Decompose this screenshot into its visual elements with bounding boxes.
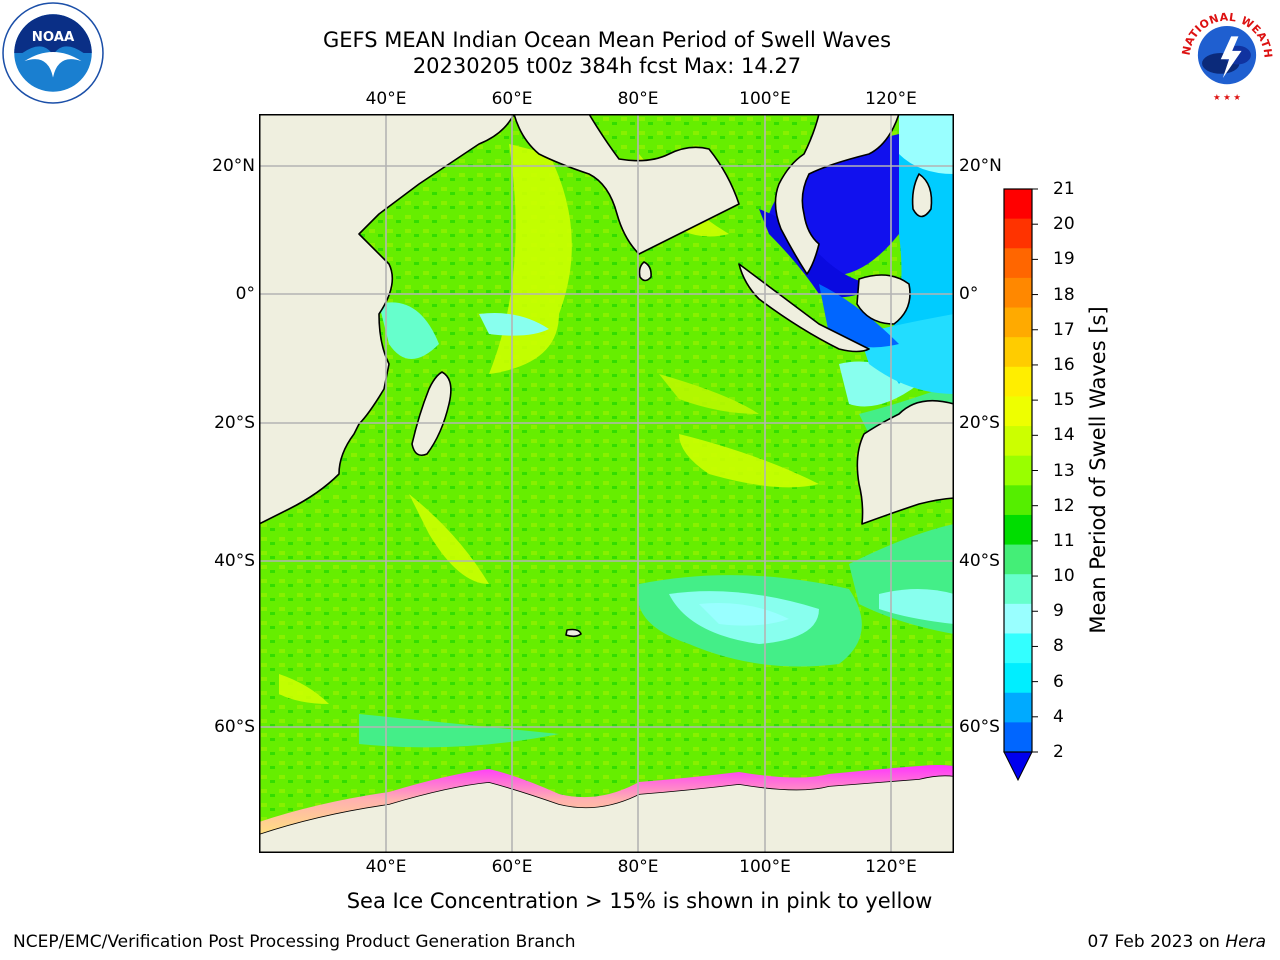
lon-tick-bottom: 100°E bbox=[739, 857, 791, 877]
land bbox=[259, 114, 954, 853]
lon-tick-top: 100°E bbox=[739, 89, 791, 109]
colorbar-segment bbox=[1004, 633, 1032, 664]
colorbar-segment bbox=[1004, 663, 1032, 694]
colorbar-label: 11 bbox=[1053, 530, 1075, 551]
colorbar-segment bbox=[1004, 574, 1032, 605]
footer-credit: NCEP/EMC/Verification Post Processing Pr… bbox=[13, 932, 576, 952]
colorbar-label: 12 bbox=[1053, 495, 1075, 516]
sea-ice-note: Sea Ice Concentration > 15% is shown in … bbox=[346, 889, 933, 913]
colorbar-label: 10 bbox=[1053, 566, 1075, 587]
lat-tick-left: 20°S bbox=[214, 413, 255, 433]
colorbar-segment bbox=[1004, 485, 1032, 516]
colorbar-segment bbox=[1004, 514, 1032, 546]
nws-logo: NATIONAL WEATHER SERVICE ★ ★ ★ bbox=[1175, 1, 1277, 103]
colorbar-under-triangle bbox=[1003, 751, 1033, 782]
sumatra bbox=[738, 263, 870, 353]
borneo bbox=[856, 274, 911, 325]
lon-tick-bottom: 120°E bbox=[865, 857, 917, 877]
lat-tick-right: 20°N bbox=[959, 156, 1002, 176]
philippines bbox=[911, 173, 933, 218]
lon-tick-top: 40°E bbox=[365, 89, 407, 109]
sri-lanka bbox=[638, 261, 652, 282]
chart-title: GEFS MEAN Indian Ocean Mean Period of Sw… bbox=[322, 28, 892, 52]
lon-tick-top: 60°E bbox=[491, 89, 533, 109]
madagascar bbox=[411, 371, 452, 457]
footer-host: Hera bbox=[1225, 932, 1266, 952]
colorbar-label: 4 bbox=[1053, 706, 1064, 727]
colorbar-segment bbox=[1004, 337, 1032, 368]
lon-tick-bottom: 40°E bbox=[365, 857, 407, 877]
noaa-logo: NOAA bbox=[2, 2, 104, 104]
ocean-map bbox=[259, 114, 954, 853]
india bbox=[513, 114, 740, 255]
lat-tick-right: 0° bbox=[959, 284, 979, 304]
colorbar-label: 16 bbox=[1053, 354, 1075, 375]
colorbar-segment bbox=[1004, 544, 1032, 575]
colorbar-segment bbox=[1004, 248, 1032, 279]
colorbar-label: 15 bbox=[1053, 390, 1075, 411]
footer-date-text: 07 Feb 2023 on bbox=[1087, 932, 1226, 952]
colorbar-label: 6 bbox=[1053, 671, 1064, 692]
colorbar-segment bbox=[1004, 692, 1032, 723]
colorbar-label: 19 bbox=[1053, 249, 1075, 270]
chart-subtitle: 20230205 t00z 384h fcst Max: 14.27 bbox=[412, 54, 802, 78]
lon-tick-bottom: 80°E bbox=[617, 857, 659, 877]
africa-arabia bbox=[259, 114, 515, 525]
colorbar-segment bbox=[1004, 396, 1032, 427]
lat-tick-left: 20°N bbox=[212, 156, 255, 176]
southeast-asia bbox=[774, 114, 900, 275]
colorbar-segment bbox=[1004, 603, 1032, 634]
svg-text:★ ★ ★: ★ ★ ★ bbox=[1213, 92, 1241, 102]
lat-tick-right: 20°S bbox=[959, 413, 1000, 433]
kerguelen bbox=[565, 628, 582, 638]
lon-tick-top: 80°E bbox=[617, 89, 659, 109]
lat-tick-left: 0° bbox=[235, 284, 255, 304]
lon-tick-top: 120°E bbox=[865, 89, 917, 109]
map-border bbox=[259, 114, 954, 853]
sea-ice-fringe bbox=[259, 765, 954, 834]
lat-tick-left: 40°S bbox=[214, 551, 255, 571]
lat-tick-right: 40°S bbox=[959, 551, 1000, 571]
colorbar-segment bbox=[1004, 722, 1032, 753]
colorbar-label: 20 bbox=[1053, 214, 1075, 235]
colorbar-segments bbox=[1004, 189, 1032, 753]
colorbar-segment bbox=[1004, 277, 1032, 309]
colorbar-label: 14 bbox=[1053, 425, 1075, 446]
colorbar-label: 9 bbox=[1053, 601, 1064, 622]
colorbar-ticks bbox=[1032, 188, 1038, 753]
colorbar-label: 8 bbox=[1053, 636, 1064, 657]
colorbar bbox=[1003, 188, 1038, 782]
lat-tick-right: 60°S bbox=[959, 717, 1000, 737]
lon-tick-bottom: 60°E bbox=[491, 857, 533, 877]
colorbar-segment bbox=[1004, 189, 1032, 220]
colorbar-label: 13 bbox=[1053, 460, 1075, 481]
colorbar-segment bbox=[1004, 455, 1032, 486]
australia bbox=[856, 399, 954, 525]
noaa-logo-text: NOAA bbox=[32, 30, 75, 45]
colorbar-label: 2 bbox=[1053, 742, 1064, 762]
gridlines bbox=[259, 114, 954, 853]
colorbar-segment bbox=[1004, 307, 1032, 338]
colorbar-label: 21 bbox=[1053, 179, 1075, 199]
lat-tick-left: 60°S bbox=[214, 717, 255, 737]
colorbar-label: 18 bbox=[1053, 284, 1075, 305]
colorbar-title: Mean Period of Swell Waves [s] bbox=[1086, 306, 1110, 634]
colorbar-segment bbox=[1004, 426, 1032, 457]
footer-date: 07 Feb 2023 on Hera bbox=[1088, 932, 1266, 952]
colorbar-segment bbox=[1004, 366, 1032, 397]
colorbar-segment bbox=[1004, 218, 1032, 249]
colorbar-label: 17 bbox=[1053, 319, 1075, 340]
